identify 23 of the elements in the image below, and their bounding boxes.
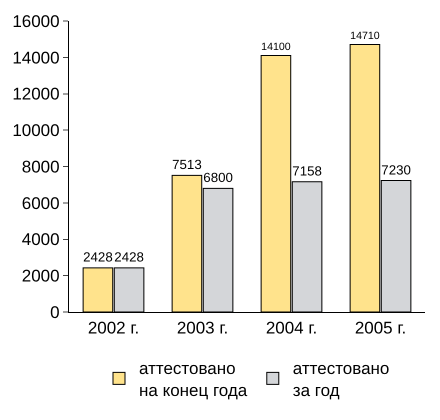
x-tick-label: 2003 г. <box>176 318 228 338</box>
data-label: 2428 <box>114 250 144 265</box>
y-tick-label: 14000 <box>12 48 60 68</box>
y-tick-label: 8000 <box>22 157 60 176</box>
y-tick-label: 6000 <box>22 194 60 213</box>
y-tick-label: 12000 <box>12 84 60 104</box>
legend-label: аттестовано на конец года <box>139 359 248 400</box>
data-label: 7230 <box>381 162 411 178</box>
x-tick-label: 2002 г. <box>88 318 140 338</box>
y-tick-label: 10000 <box>12 121 60 140</box>
data-label: 14100 <box>261 41 291 54</box>
data-label: 7158 <box>292 164 322 179</box>
data-label: 6800 <box>203 170 233 186</box>
data-label: 14710 <box>350 30 380 42</box>
y-tick-label: 4000 <box>22 230 60 250</box>
y-tick-label: 2000 <box>22 266 60 286</box>
x-tick-label: 2005 г. <box>354 318 406 338</box>
data-label: 2428 <box>83 250 113 265</box>
legend-label: аттестовано за год <box>292 359 390 400</box>
data-label: 7513 <box>172 157 202 172</box>
y-tick-label: 0 <box>50 302 60 322</box>
x-tick-label: 2004 г. <box>266 318 318 338</box>
y-tick-label: 16000 <box>12 12 60 31</box>
